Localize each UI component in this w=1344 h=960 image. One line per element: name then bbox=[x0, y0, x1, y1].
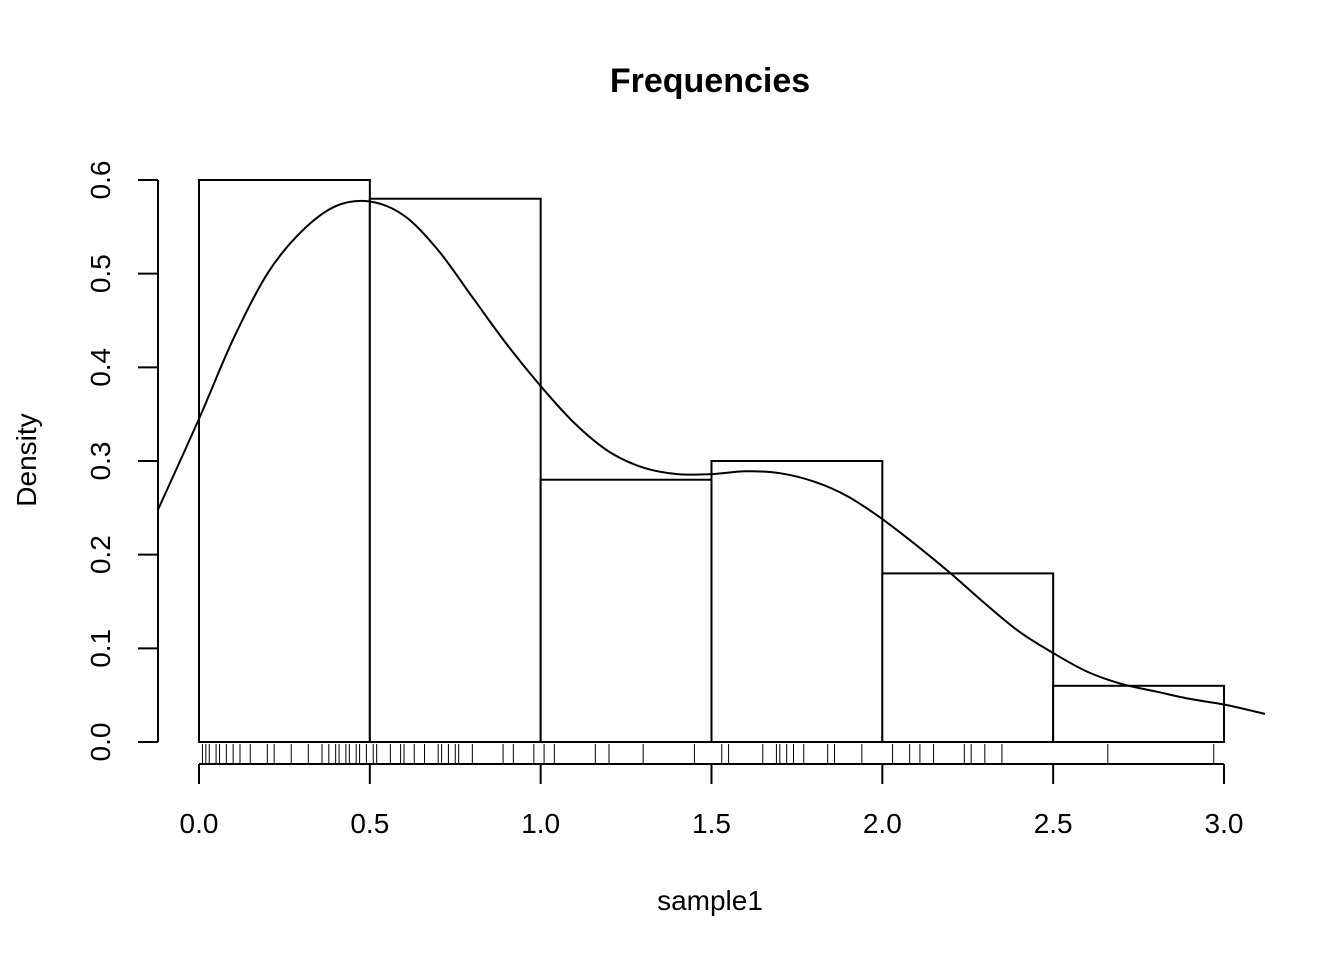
histogram-bar-1 bbox=[368, 197, 542, 743]
x-tick-label: 1.5 bbox=[692, 808, 731, 839]
x-tick-label: 0.5 bbox=[350, 808, 389, 839]
y-tick-label: 0.6 bbox=[85, 161, 116, 200]
x-tick-label: 2.5 bbox=[1034, 808, 1073, 839]
histogram-bar-0 bbox=[198, 179, 371, 743]
y-axis-label: Density bbox=[11, 413, 42, 506]
x-tick-label: 2.0 bbox=[863, 808, 902, 839]
histogram-bars bbox=[198, 179, 1225, 744]
x-tick-label: 0.0 bbox=[180, 808, 219, 839]
x-axis-label: sample1 bbox=[657, 885, 763, 916]
x-tick-label: 3.0 bbox=[1205, 808, 1244, 839]
histogram-bar-4 bbox=[881, 572, 1055, 744]
y-tick-label: 0.5 bbox=[85, 254, 116, 293]
histogram-bar-3 bbox=[710, 460, 884, 743]
histogram-bar-2 bbox=[539, 478, 713, 743]
x-axis: 0.0 0.5 1.0 1.5 2.0 2.5 3.0 bbox=[180, 763, 1244, 839]
x-tick-label: 1.0 bbox=[521, 808, 560, 839]
y-tick-label: 0.3 bbox=[85, 442, 116, 481]
rug-marks bbox=[201, 744, 1215, 763]
density-curve-group bbox=[157, 199, 1266, 715]
y-tick-label: 0.1 bbox=[85, 629, 116, 668]
y-axis: 0.0 0.1 0.2 0.3 0.4 0.5 0.6 bbox=[85, 161, 159, 762]
histogram-bar-5 bbox=[1052, 684, 1225, 743]
y-tick-label: 0.0 bbox=[85, 723, 116, 762]
y-tick-label: 0.4 bbox=[85, 348, 116, 387]
density-curve bbox=[157, 199, 1266, 715]
y-tick-label: 0.2 bbox=[85, 535, 116, 574]
chart-title: Frequencies bbox=[610, 62, 810, 100]
